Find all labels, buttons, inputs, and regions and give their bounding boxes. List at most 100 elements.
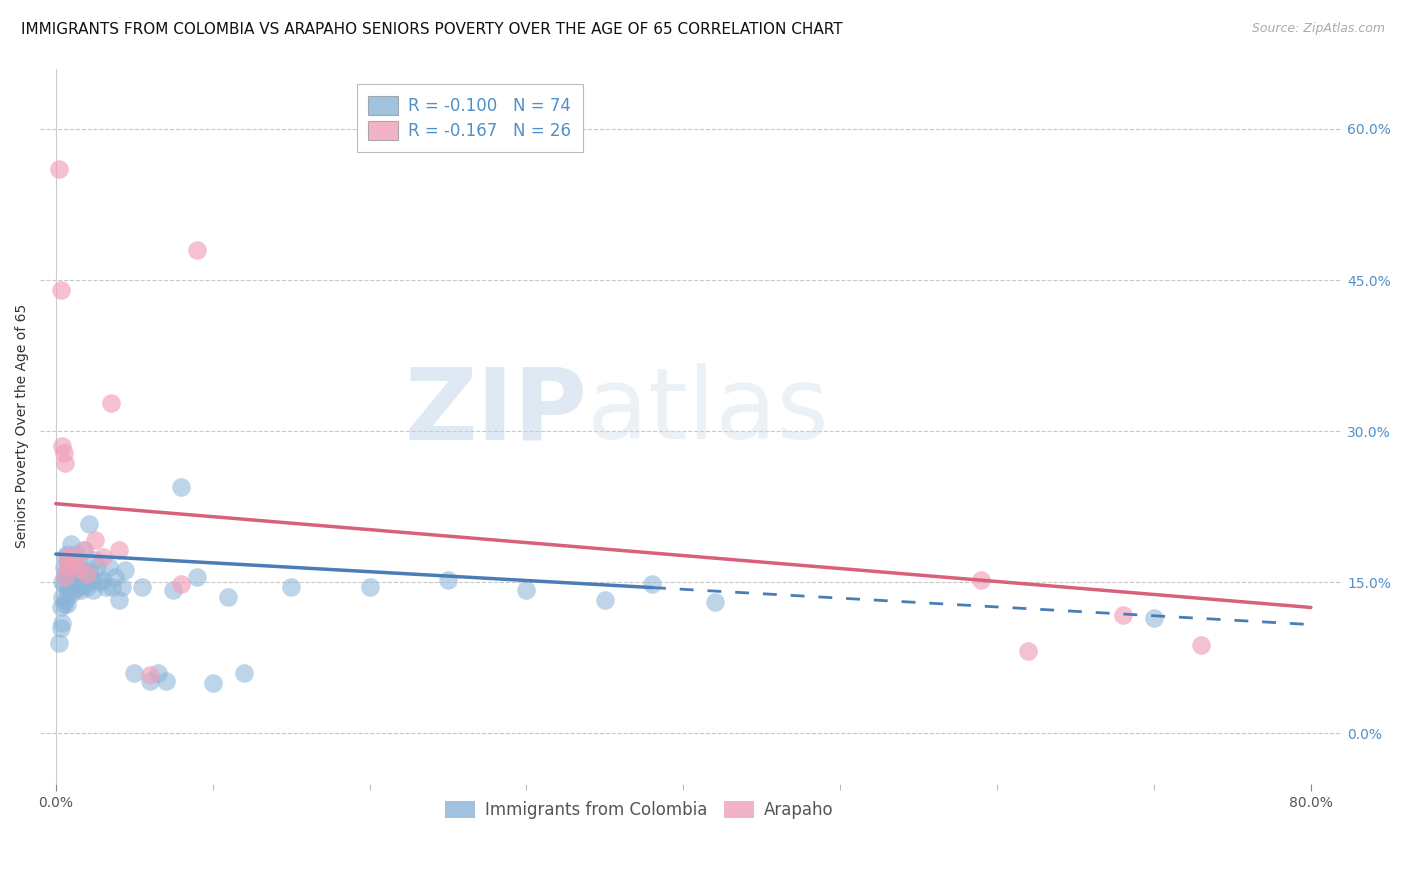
Point [60, 553, 83, 567]
Point [91, 574, 114, 588]
Point [146, 665, 169, 680]
Point [49, 600, 72, 615]
Point [122, 665, 145, 680]
Point [59, 570, 82, 584]
Point [104, 570, 127, 584]
Point [1018, 644, 1040, 658]
Point [111, 580, 134, 594]
Point [77, 516, 100, 531]
Point [53, 570, 76, 584]
Point [84, 533, 107, 547]
Point [48, 162, 70, 177]
Legend: Immigrants from Colombia, Arapaho: Immigrants from Colombia, Arapaho [439, 794, 841, 825]
Point [186, 243, 208, 257]
Point [75, 577, 97, 591]
Point [515, 583, 537, 598]
Point [80, 574, 103, 588]
Point [59, 557, 82, 571]
Point [201, 676, 224, 690]
Point [67, 575, 90, 590]
Point [131, 580, 153, 594]
Point [186, 570, 208, 584]
Point [280, 580, 302, 594]
Point [51, 591, 73, 605]
Point [170, 479, 193, 493]
Point [52, 577, 75, 591]
Point [107, 593, 129, 607]
Point [53, 567, 76, 582]
Point [55, 547, 77, 561]
Point [76, 567, 98, 582]
Point [66, 580, 89, 594]
Point [52, 560, 75, 574]
Point [76, 580, 98, 594]
Point [70, 563, 93, 577]
Point [49, 621, 72, 635]
Point [1189, 638, 1212, 652]
Point [91, 550, 114, 565]
Point [114, 563, 136, 577]
Point [79, 565, 101, 579]
Point [63, 583, 86, 598]
Point [73, 567, 96, 582]
Point [62, 553, 84, 567]
Point [359, 580, 381, 594]
Point [58, 550, 80, 565]
Point [63, 563, 86, 577]
Point [60, 537, 83, 551]
Point [48, 636, 70, 650]
Point [53, 593, 76, 607]
Point [51, 575, 73, 590]
Point [437, 574, 460, 588]
Point [593, 593, 616, 607]
Point [970, 574, 993, 588]
Point [100, 396, 122, 410]
Point [98, 560, 121, 574]
Point [67, 562, 90, 576]
Text: atlas: atlas [588, 363, 828, 460]
Point [65, 547, 87, 561]
Point [107, 543, 129, 558]
Point [63, 553, 86, 567]
Point [67, 555, 90, 569]
Y-axis label: Seniors Poverty Over the Age of 65: Seniors Poverty Over the Age of 65 [15, 304, 30, 549]
Point [641, 577, 664, 591]
Text: ZIP: ZIP [404, 363, 588, 460]
Point [86, 560, 108, 574]
Point [139, 668, 162, 682]
Point [53, 457, 76, 471]
Point [51, 615, 73, 630]
Point [49, 283, 72, 297]
Point [82, 583, 104, 598]
Point [72, 574, 94, 588]
Point [55, 560, 77, 574]
Point [52, 446, 75, 460]
Point [66, 560, 89, 574]
Point [84, 553, 107, 567]
Text: IMMIGRANTS FROM COLOMBIA VS ARAPAHO SENIORS POVERTY OVER THE AGE OF 65 CORRELATI: IMMIGRANTS FROM COLOMBIA VS ARAPAHO SENI… [21, 22, 842, 37]
Point [217, 591, 239, 605]
Point [233, 665, 256, 680]
Point [155, 673, 177, 688]
Point [59, 550, 82, 565]
Point [55, 570, 77, 584]
Point [60, 567, 83, 582]
Point [52, 598, 75, 612]
Point [58, 583, 80, 598]
Point [65, 574, 87, 588]
Point [55, 598, 77, 612]
Point [170, 577, 193, 591]
Point [62, 557, 84, 571]
Point [70, 583, 93, 598]
Point [58, 563, 80, 577]
Point [703, 595, 725, 609]
Point [1143, 610, 1166, 624]
Point [73, 543, 96, 558]
Point [94, 580, 117, 594]
Point [101, 580, 124, 594]
Text: Source: ZipAtlas.com: Source: ZipAtlas.com [1251, 22, 1385, 36]
Point [89, 575, 111, 590]
Point [58, 577, 80, 591]
Point [139, 673, 162, 688]
Point [1111, 607, 1133, 622]
